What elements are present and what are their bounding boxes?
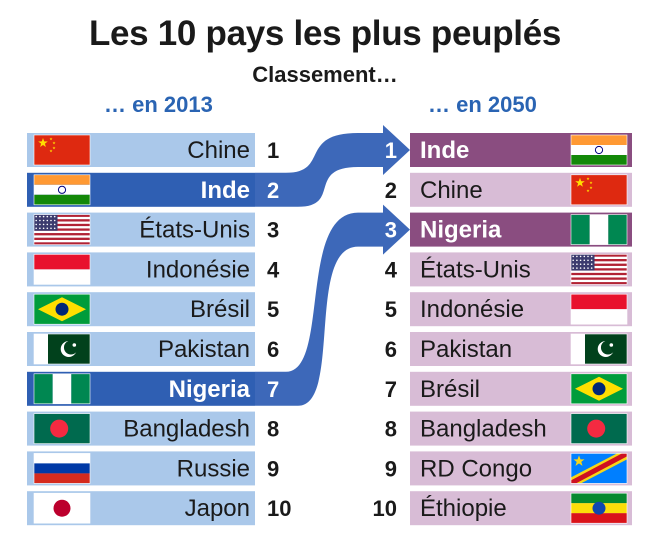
right-rank-label: 8 [385,417,397,442]
left-country-label: États-Unis [139,217,250,244]
right-rank-label: 9 [385,456,397,481]
usa-flag-icon [34,215,90,245]
left-country-label: Indonésie [146,256,250,283]
nigeria-flag-icon [34,374,90,404]
left-country-label: Russie [177,455,250,482]
left-country-label: Nigeria [169,376,251,403]
china-flag-icon [34,135,90,165]
bangladesh-flag-icon [571,414,627,444]
left-country-label: Pakistan [158,336,250,363]
nigeria-flag-icon [571,215,627,245]
right-rank-label: 4 [385,257,398,282]
bangladesh-flag-icon [34,414,90,444]
china-flag-icon [571,175,627,205]
drcongo-flag-icon [571,453,627,483]
russia-flag-icon [34,453,90,483]
india-flag-icon [34,175,90,205]
left-rank-label: 5 [267,297,279,322]
right-country-label: Éthiopie [420,495,507,522]
right-country-label: Brésil [420,376,480,403]
left-country-label: Inde [201,177,250,204]
japan-flag-icon [34,493,90,523]
left-country-label: Brésil [190,296,250,323]
india-flag-icon [571,135,627,165]
ethiopia-flag-icon [571,493,627,523]
indonesia-flag-icon [34,254,90,284]
right-country-label: Nigeria [420,217,502,244]
left-rank-label: 3 [267,218,279,243]
brazil-flag-icon [34,294,90,324]
right-rank-label: 7 [385,377,397,402]
right-rank-label: 5 [385,297,397,322]
arrow-from-rank-label: 7 [267,377,279,402]
arrow-from-rank-label: 2 [267,178,279,203]
indonesia-flag-icon [571,294,627,324]
left-rank-label: 8 [267,417,279,442]
arrow-to-rank-label: 1 [385,138,397,163]
pakistan-flag-icon [571,334,627,364]
left-rank-label: 6 [267,337,279,362]
arrow-to-rank-label: 3 [385,218,397,243]
left-rank-label: 9 [267,456,279,481]
right-country-label: Chine [420,177,483,204]
right-country-label: Pakistan [420,336,512,363]
left-rank-label: 1 [267,138,279,163]
left-rank-label: 10 [267,496,291,521]
right-rank-label: 6 [385,337,397,362]
right-country-label: Bangladesh [420,416,547,443]
left-country-label: Chine [187,137,250,164]
brazil-flag-icon [571,374,627,404]
right-country-label: Inde [420,137,469,164]
right-country-label: Indonésie [420,296,524,323]
pakistan-flag-icon [34,334,90,364]
usa-flag-icon [571,254,627,284]
left-country-label: Japon [185,495,250,522]
right-country-label: États-Unis [420,256,531,283]
left-country-label: Bangladesh [123,416,250,443]
left-rank-label: 4 [267,257,280,282]
right-rank-label: 2 [385,178,397,203]
right-country-label: RD Congo [420,455,532,482]
right-rank-label: 10 [373,496,397,521]
